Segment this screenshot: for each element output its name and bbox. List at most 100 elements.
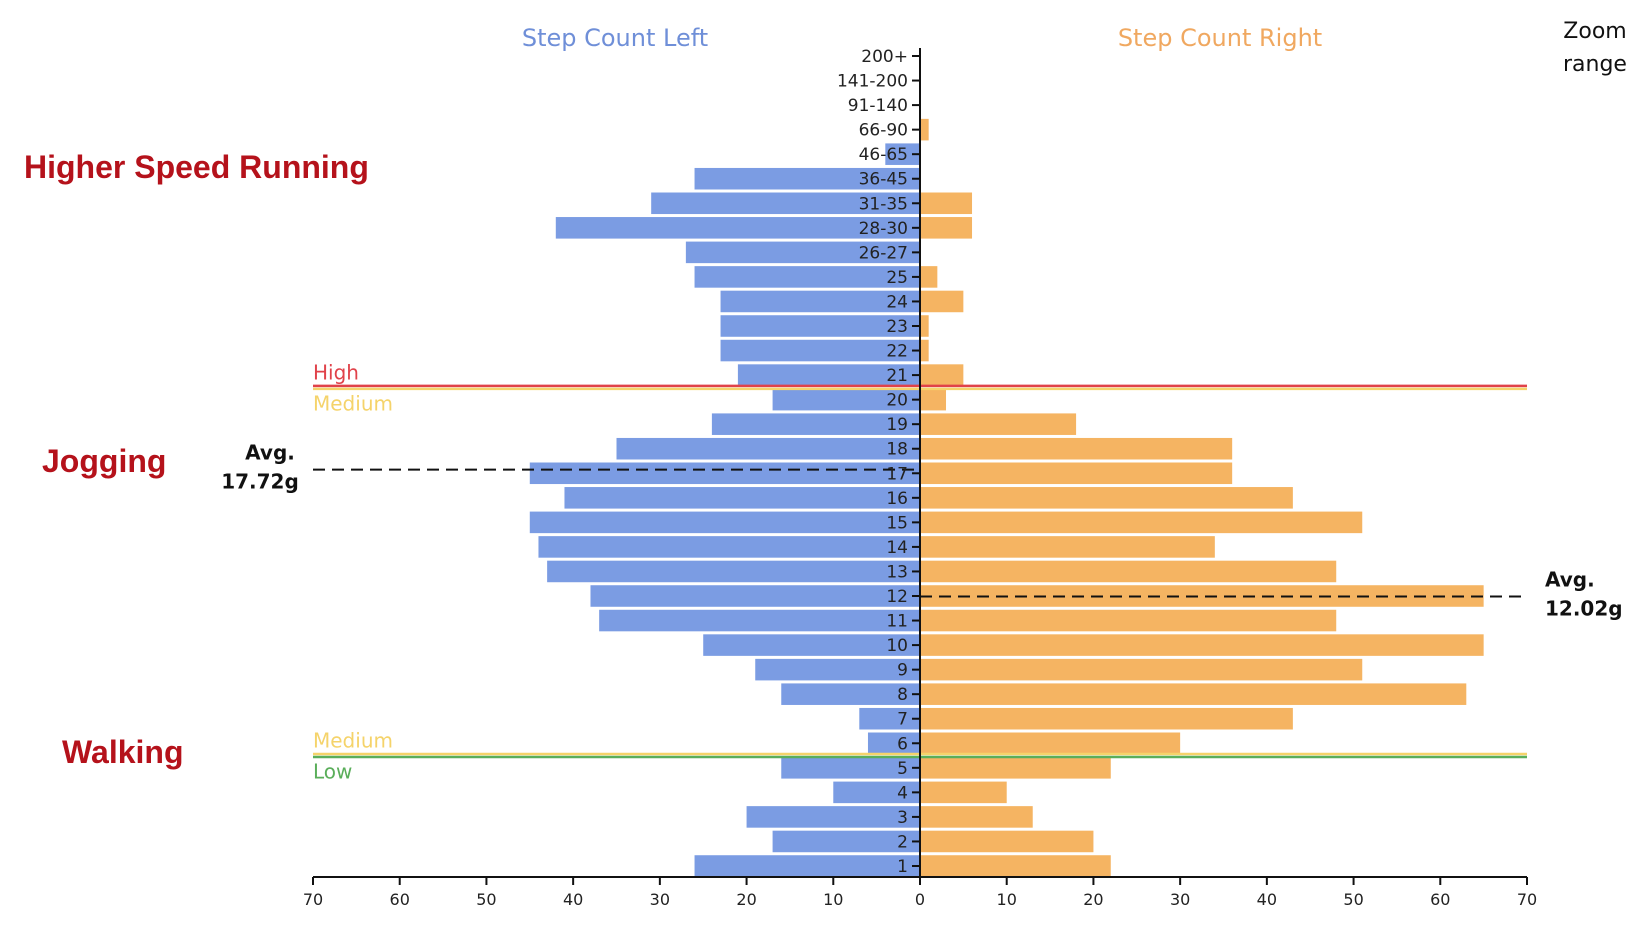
bar-left-18: [616, 437, 920, 460]
x-tick-label: 40: [1257, 890, 1277, 909]
y-tick-label-3: 3: [897, 808, 908, 828]
bar-right-11: [920, 609, 1337, 632]
bar-right-8: [920, 683, 1467, 705]
bar-right-2: [920, 830, 1094, 853]
x-tick-label: 50: [476, 890, 496, 909]
bar-right-14: [920, 536, 1215, 558]
bar-left-9: [755, 658, 920, 681]
bar-right-17: [920, 462, 1233, 485]
y-tick-label-6: 6: [897, 734, 908, 754]
bar-right-7: [920, 707, 1293, 730]
y-tick-label-9: 9: [897, 661, 908, 681]
y-tick-label-2: 2: [897, 832, 908, 852]
bar-right-6: [920, 732, 1181, 755]
y-tick-label-23: 23: [886, 317, 908, 337]
bar-left-11: [599, 609, 920, 632]
bar-left-26-27: [685, 241, 920, 264]
bar-left-7: [859, 707, 920, 730]
y-tick-label-7: 7: [897, 710, 908, 730]
y-tick-label-66-90: 66-90: [859, 121, 908, 141]
bar-right-16: [920, 487, 1293, 509]
bar-right-28-30: [920, 217, 973, 239]
avg-left-value: 17.72g: [221, 470, 299, 494]
bar-right-1: [920, 855, 1111, 877]
bar-left-46-65: [885, 143, 920, 165]
y-tick-label-14: 14: [886, 538, 908, 558]
y-tick-label-15: 15: [886, 513, 908, 533]
x-tick-label: 30: [1170, 890, 1190, 909]
zone-jogging-label: Jogging: [42, 443, 166, 479]
y-tick-label-141-200: 141-200: [837, 72, 908, 92]
bar-left-3: [746, 806, 920, 828]
bar-right-5: [920, 757, 1111, 779]
threshold-medium-upper-label: Medium: [313, 391, 393, 415]
bar-left-22: [720, 339, 920, 362]
bar-right-10: [920, 634, 1484, 656]
y-tick-label-12: 12: [886, 587, 908, 607]
y-tick-label-19: 19: [886, 415, 908, 435]
bar-left-12: [590, 585, 920, 607]
bar-right-23: [920, 315, 929, 337]
y-tick-label-91-140: 91-140: [848, 96, 908, 116]
y-tick-label-22: 22: [886, 342, 908, 362]
bar-right-3: [920, 806, 1033, 828]
y-tick-label-17: 17: [886, 464, 908, 484]
y-tick-label-31-35: 31-35: [859, 194, 908, 214]
x-tick-label: 70: [1517, 890, 1537, 909]
x-tick-label: 50: [1343, 890, 1363, 909]
bar-right-9: [920, 658, 1363, 681]
series-left-title: Step Count Left: [522, 24, 708, 52]
y-tick-label-11: 11: [886, 612, 908, 632]
bar-left-2: [772, 830, 920, 853]
x-tick-label: 30: [650, 890, 670, 909]
bar-left-25: [694, 266, 920, 288]
bar-right-19: [920, 413, 1077, 435]
bar-right-66-90: [920, 118, 929, 141]
bar-right-18: [920, 437, 1233, 460]
y-tick-label-20: 20: [886, 391, 908, 411]
threshold-medium-lower-label: Medium: [313, 729, 393, 753]
y-tick-label-16: 16: [886, 489, 908, 509]
axes-layer: 1234567891011121314151617181920212223242…: [303, 47, 1537, 909]
y-tick-label-28-30: 28-30: [859, 219, 908, 239]
x-tick-label: 0: [915, 890, 925, 909]
bar-right-13: [920, 560, 1337, 583]
bar-left-31-35: [651, 192, 920, 215]
bar-left-17: [529, 462, 920, 485]
zoom-range-label-line2[interactable]: range: [1563, 52, 1627, 77]
bar-right-21: [920, 364, 964, 386]
bar-left-19: [711, 413, 920, 435]
bar-left-36-45: [694, 167, 920, 190]
y-tick-label-4: 4: [897, 783, 908, 803]
y-tick-label-5: 5: [897, 759, 908, 779]
threshold-low-label: Low: [313, 760, 352, 784]
bar-left-21: [737, 364, 920, 386]
bar-right-22: [920, 339, 929, 362]
bar-left-23: [720, 315, 920, 337]
avg-right-value: 12.02g: [1545, 597, 1623, 621]
bar-left-16: [564, 487, 920, 509]
bar-right-25: [920, 266, 938, 288]
y-tick-label-26-27: 26-27: [859, 243, 908, 263]
bar-left-4: [833, 781, 920, 804]
bar-left-13: [547, 560, 920, 583]
zoom-range-label-line1[interactable]: Zoom: [1563, 19, 1626, 44]
bar-left-28-30: [555, 217, 920, 239]
bar-right-20: [920, 388, 947, 411]
threshold-high-label: High: [313, 360, 359, 384]
bar-left-5: [781, 757, 920, 779]
bars-layer: [529, 118, 1484, 877]
x-tick-label: 60: [1430, 890, 1450, 909]
y-tick-label-24: 24: [886, 292, 908, 312]
x-tick-label: 20: [1083, 890, 1103, 909]
y-tick-label-25: 25: [886, 268, 908, 288]
x-tick-label: 20: [736, 890, 756, 909]
bar-left-15: [529, 511, 920, 534]
y-tick-label-18: 18: [886, 440, 908, 460]
avg-left-label: Avg.: [245, 441, 295, 465]
x-tick-label: 40: [563, 890, 583, 909]
bar-left-10: [703, 634, 920, 656]
bar-right-24: [920, 290, 964, 313]
bar-right-4: [920, 781, 1007, 804]
